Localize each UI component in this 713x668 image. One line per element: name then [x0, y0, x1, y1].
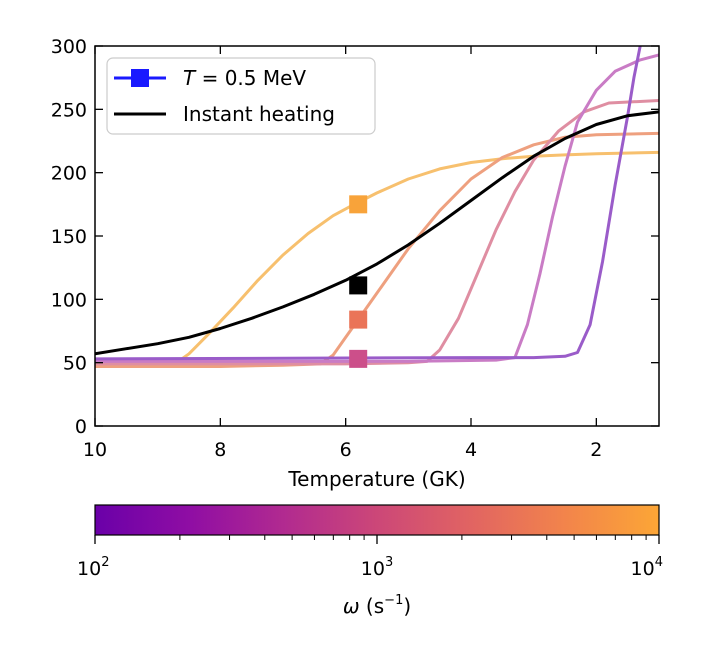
- colorbar-tick-label: 103: [361, 555, 393, 580]
- series-line-omega-3000: [95, 131, 659, 368]
- y-tick-label: 150: [51, 226, 87, 248]
- colorbar: 102 103 104 ω (s−1): [77, 504, 663, 618]
- series-layer: [95, 46, 659, 368]
- y-tick-label: 200: [51, 163, 87, 185]
- y-axis: 0 50 100 150 200 250 300: [51, 36, 659, 438]
- colorbar-ticks: 102 103 104: [77, 535, 663, 580]
- colorbar-label: ω (s−1): [343, 593, 411, 618]
- x-tick-label: 10: [83, 439, 107, 461]
- marker-omega-10000: [349, 195, 368, 214]
- legend-label-t-symbol: T: [183, 66, 197, 90]
- instant-heating-line: [95, 110, 659, 356]
- legend-label-t-value: = 0.5 MeV: [195, 66, 306, 90]
- x-tick-label: 8: [214, 439, 226, 461]
- legend: T = 0.5 MeV Instant heating: [106, 57, 376, 135]
- colorbar-gradient: [94, 504, 660, 536]
- legend-label-instant: Instant heating: [183, 102, 335, 126]
- x-tick-label: 6: [340, 439, 352, 461]
- x-axis-label: Temperature (GK): [287, 467, 465, 491]
- legend-label-tmev: T = 0.5 MeV: [183, 66, 306, 90]
- colorbar-tick-label: 104: [631, 555, 663, 580]
- colorbar-label-exp: −1: [384, 593, 403, 608]
- x-tick-label: 4: [465, 439, 477, 461]
- series-line-omega-300: [95, 53, 659, 363]
- x-axis: 10 8 6 4 2: [83, 46, 602, 461]
- marker-layer: [349, 195, 368, 368]
- colorbar-tick-label: 102: [77, 555, 109, 580]
- marker-omega-3000: [349, 310, 368, 329]
- colorbar-label-omega: ω: [343, 594, 360, 618]
- series-line-omega-100: [95, 46, 642, 361]
- y-tick-label: 100: [51, 289, 87, 311]
- marker-instant-heating: [349, 276, 368, 295]
- legend-box: [106, 57, 376, 135]
- y-tick-label: 250: [51, 99, 87, 121]
- y-tick-label: 50: [63, 353, 87, 375]
- colorbar-label-close: ): [403, 594, 411, 618]
- y-tick-label: 0: [75, 416, 87, 438]
- y-tick-label: 300: [51, 36, 87, 58]
- series-line-omega-10000: [95, 150, 659, 367]
- marker-low-omega: [349, 349, 368, 368]
- colorbar-label-unit: (s: [360, 594, 385, 618]
- series-line-omega-1000: [95, 99, 659, 366]
- plot-area: 10 8 6 4 2 0 50 100 150 200 250 300 Temperature (G…: [51, 36, 660, 491]
- legend-swatch-marker: [131, 69, 149, 87]
- x-tick-label: 2: [590, 439, 602, 461]
